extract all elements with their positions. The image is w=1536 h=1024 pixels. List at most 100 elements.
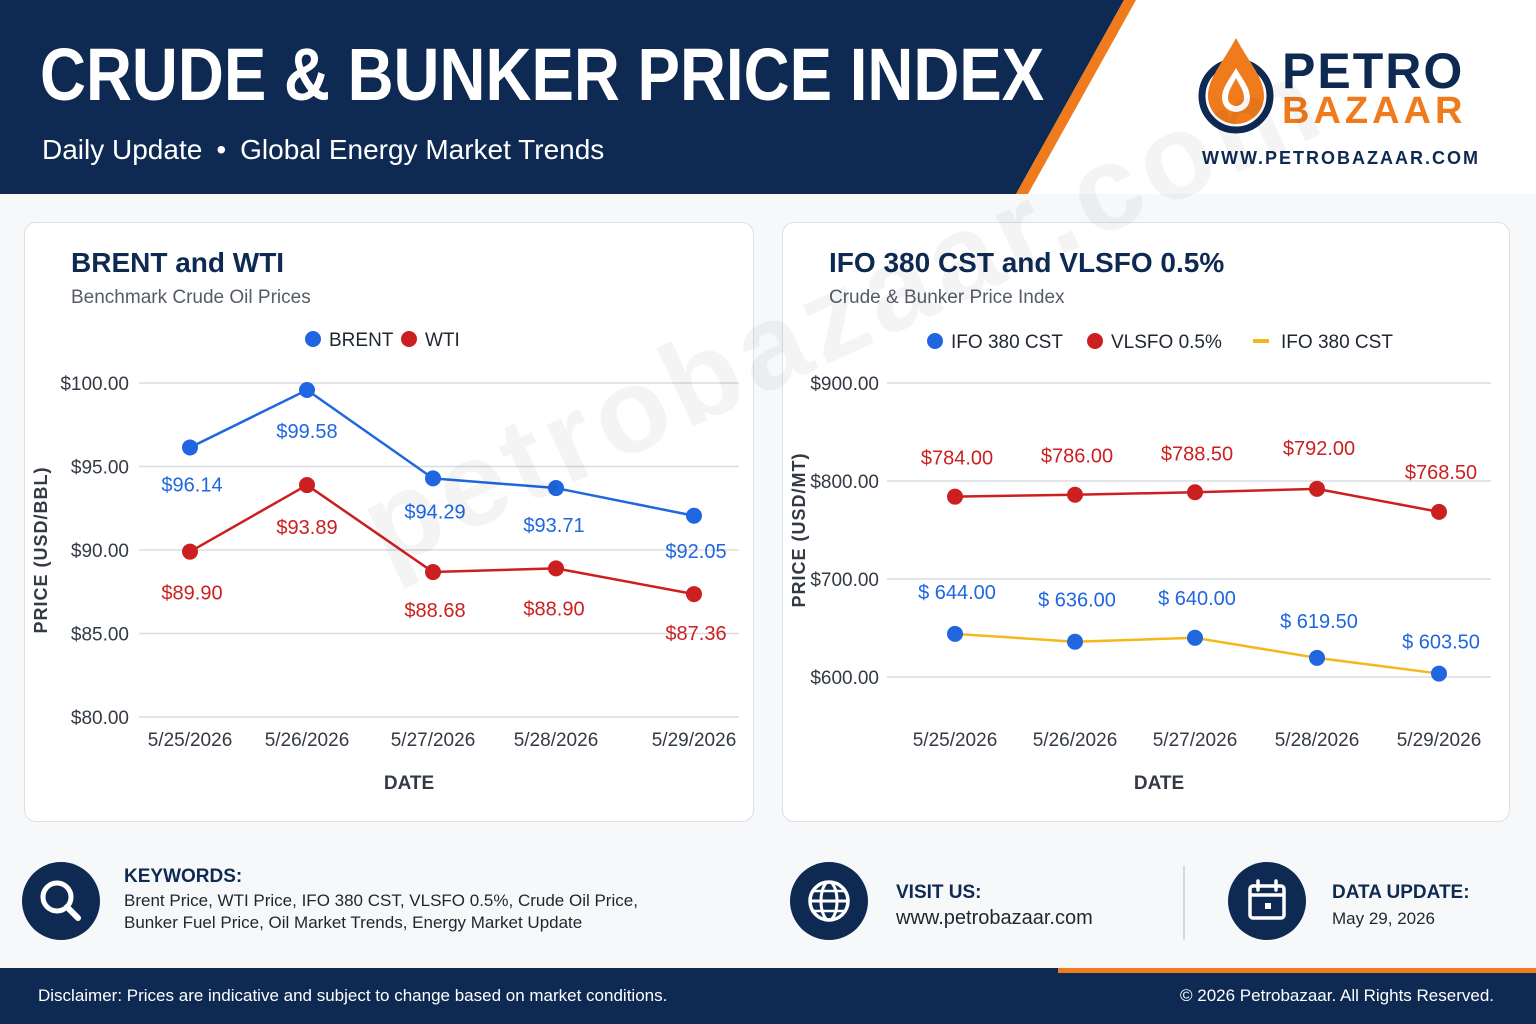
data-label: $ 603.50 [1402, 632, 1480, 654]
legend-label: IFO 380 CST [951, 332, 1063, 353]
subtitle-trends: Global Energy Market Trends [240, 134, 605, 165]
data-point [1067, 633, 1083, 650]
data-label: $ 636.00 [1038, 590, 1116, 612]
update-date: May 29, 2026 [1332, 909, 1436, 928]
chart-title: BRENT and WTI [71, 247, 285, 278]
x-tick-label: 5/27/2026 [1153, 730, 1238, 751]
data-point [686, 507, 702, 524]
bunker-panel: IFO 380 CST and VLSFO 0.5% Crude & Bunke… [782, 222, 1510, 822]
x-tick-label: 5/28/2026 [514, 730, 599, 751]
y-tick-label: $80.00 [71, 708, 129, 729]
x-tick-label: 5/28/2026 [1275, 730, 1360, 751]
data-label: $ 644.00 [918, 582, 996, 604]
data-label: $88.68 [404, 600, 465, 622]
y-tick-label: $800.00 [810, 472, 879, 493]
x-tick-label: 5/29/2026 [1397, 730, 1482, 751]
data-point [1431, 665, 1447, 682]
footer-divider [1183, 866, 1185, 940]
data-point [1431, 503, 1447, 520]
data-point [1309, 649, 1325, 666]
data-label: $784.00 [921, 448, 993, 470]
x-tick-label: 5/26/2026 [1033, 730, 1118, 751]
x-tick-label: 5/26/2026 [265, 730, 350, 751]
data-point [182, 439, 198, 456]
visit-heading: VISIT US: [896, 882, 982, 903]
data-point [182, 543, 198, 560]
data-label: $87.36 [665, 623, 726, 645]
legend-label: BRENT [329, 330, 394, 351]
data-label: $788.50 [1161, 443, 1233, 465]
legend-marker [927, 333, 943, 349]
data-point [686, 586, 702, 603]
data-point [548, 480, 564, 497]
x-tick-label: 5/25/2026 [913, 730, 998, 751]
data-label: $768.50 [1405, 462, 1477, 484]
x-tick-label: 5/29/2026 [652, 730, 737, 751]
subtitle-separator: • [216, 134, 227, 165]
footer-accent [1058, 968, 1536, 973]
header-background [0, 0, 1536, 194]
brent-wti-panel: BRENT and WTI Benchmark Crude Oil Prices… [24, 222, 754, 822]
footer-bar [0, 968, 1536, 1024]
data-point [548, 560, 564, 577]
data-point [425, 564, 441, 581]
data-label: $ 619.50 [1280, 611, 1358, 633]
data-label: $ 640.00 [1158, 588, 1236, 610]
logo-bazaar: BAZAAR [1282, 90, 1467, 132]
x-axis-title: DATE [384, 773, 434, 794]
data-point [947, 488, 963, 505]
data-label: $792.00 [1283, 438, 1355, 460]
legend-marker [401, 331, 417, 347]
legend-marker [1087, 333, 1103, 349]
header-banner [0, 0, 1536, 194]
data-point [299, 382, 315, 399]
legend-label: IFO 380 CST [1281, 332, 1393, 353]
data-label: $89.90 [161, 583, 222, 605]
globe-icon [790, 862, 868, 940]
data-label: $88.90 [523, 598, 584, 620]
series-line [189, 388, 695, 517]
keywords-heading: KEYWORDS: [124, 866, 243, 887]
y-tick-label: $600.00 [810, 668, 879, 689]
data-point [425, 470, 441, 487]
data-label: $99.58 [276, 421, 337, 443]
chart-subtitle: Crude & Bunker Price Index [829, 287, 1065, 308]
data-label: $786.00 [1041, 446, 1113, 468]
visit-link[interactable]: www.petrobazaar.com [896, 907, 1093, 929]
data-label: $93.89 [276, 517, 337, 539]
y-tick-label: $700.00 [810, 570, 879, 591]
y-tick-label: $95.00 [71, 458, 129, 479]
x-tick-label: 5/27/2026 [391, 730, 476, 751]
oil-drop-logo-icon [1198, 38, 1274, 134]
x-tick-label: 5/25/2026 [148, 730, 233, 751]
legend-label: VLSFO 0.5% [1111, 332, 1222, 353]
data-point [299, 477, 315, 494]
copyright: © 2026 Petrobazaar. All Rights Reserved. [1180, 986, 1494, 1005]
data-point [947, 625, 963, 642]
data-label: $92.05 [665, 541, 726, 563]
bunker-chart: $600.00 $700.00 $800.00 $900.00 PRICE (USD/M… [789, 332, 1491, 794]
data-label: $96.14 [161, 474, 222, 496]
page-title: CRUDE & BUNKER PRICE INDEX [40, 33, 1045, 116]
data-label: $94.29 [404, 501, 465, 523]
data-point [1187, 629, 1203, 646]
calendar-icon [1228, 862, 1306, 940]
chart-title: IFO 380 CST and VLSFO 0.5% [829, 247, 1225, 278]
search-icon [22, 862, 100, 940]
update-heading: DATA UPDATE: [1332, 882, 1470, 903]
legend-label: WTI [425, 330, 460, 351]
y-tick-label: $90.00 [71, 541, 129, 562]
logo-url: WWW.PETROBAZAAR.COM [1202, 148, 1480, 168]
y-tick-label: $100.00 [60, 374, 129, 395]
data-point [1309, 480, 1325, 497]
y-axis-title: PRICE (USD/BBL) [31, 467, 51, 634]
keywords-line-1: Brent Price, WTI Price, IFO 380 CST, VLS… [124, 891, 638, 910]
chart-subtitle: Benchmark Crude Oil Prices [71, 287, 311, 308]
disclaimer: Disclaimer: Prices are indicative and su… [38, 986, 668, 1005]
data-label: $93.71 [523, 515, 584, 537]
y-tick-label: $900.00 [810, 374, 879, 395]
keywords-line-2: Bunker Fuel Price, Oil Market Trends, En… [124, 913, 583, 932]
subtitle-daily: Daily Update [42, 134, 203, 165]
y-axis-title: PRICE (USD/MT) [789, 453, 809, 608]
brent-wti-chart: $80.00 $85.00 $90.00 $95.00 $100.00 PRICE (US… [31, 330, 739, 794]
